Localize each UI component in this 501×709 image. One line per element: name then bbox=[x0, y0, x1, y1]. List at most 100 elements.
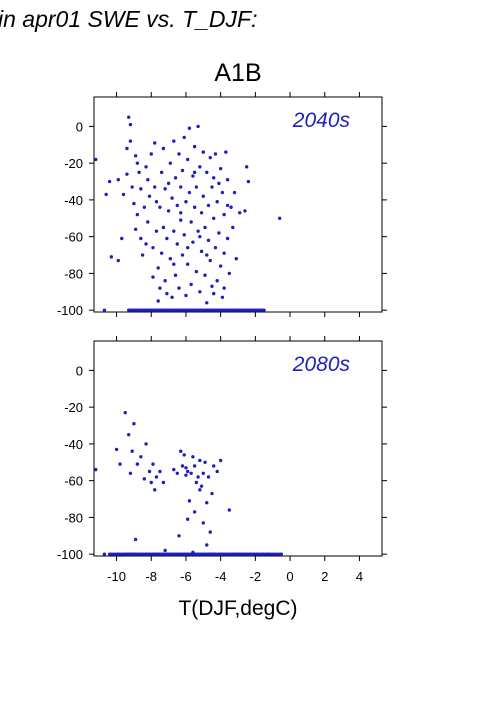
data-point bbox=[208, 530, 212, 534]
y-tick-label: -40 bbox=[64, 437, 83, 452]
data-point bbox=[184, 293, 188, 298]
data-point bbox=[196, 475, 200, 479]
data-point bbox=[198, 290, 202, 294]
data-point bbox=[194, 480, 199, 485]
data-point bbox=[238, 211, 242, 215]
data-point bbox=[210, 491, 214, 496]
data-point bbox=[142, 205, 147, 209]
data-point bbox=[208, 155, 212, 160]
y-tick-label: -80 bbox=[64, 266, 83, 281]
data-point bbox=[166, 209, 171, 213]
data-point bbox=[172, 262, 176, 266]
data-point bbox=[126, 115, 131, 119]
data-point bbox=[185, 517, 190, 521]
data-point bbox=[234, 257, 238, 261]
data-point bbox=[139, 236, 143, 241]
data-point bbox=[215, 200, 219, 204]
data-point bbox=[212, 216, 216, 220]
data-point bbox=[182, 135, 186, 140]
data-point bbox=[118, 462, 122, 466]
data-point bbox=[215, 279, 219, 283]
data-point bbox=[114, 447, 119, 452]
data-point bbox=[147, 469, 152, 474]
data-point bbox=[185, 245, 190, 250]
data-point bbox=[215, 469, 219, 474]
y-tick-label: -20 bbox=[64, 156, 83, 171]
data-point bbox=[163, 187, 167, 191]
data-point bbox=[126, 433, 131, 437]
y-tick-label: 0 bbox=[76, 363, 83, 378]
y-tick-label: -60 bbox=[64, 474, 83, 489]
data-point bbox=[125, 146, 129, 151]
data-point bbox=[212, 464, 216, 468]
data-point bbox=[206, 203, 211, 208]
data-point bbox=[220, 295, 225, 299]
data-point bbox=[156, 299, 160, 303]
data-point bbox=[196, 124, 200, 129]
data-point bbox=[175, 471, 179, 476]
data-point bbox=[179, 185, 183, 189]
data-point-floor bbox=[102, 552, 107, 556]
data-point bbox=[154, 475, 159, 479]
data-point-floor bbox=[102, 308, 107, 312]
data-point bbox=[166, 181, 171, 186]
data-point bbox=[158, 205, 162, 209]
data-point bbox=[153, 488, 157, 492]
data-point bbox=[139, 187, 143, 191]
data-point bbox=[203, 460, 207, 464]
data-point bbox=[128, 139, 133, 143]
data-point bbox=[198, 458, 202, 463]
data-point bbox=[175, 242, 179, 246]
y-tick-label: -20 bbox=[64, 400, 83, 415]
data-point bbox=[231, 225, 235, 230]
data-point bbox=[161, 225, 166, 230]
data-point bbox=[213, 245, 218, 250]
data-point bbox=[163, 279, 167, 283]
data-point bbox=[222, 212, 226, 217]
x-tick-label: -6 bbox=[180, 569, 192, 584]
data-point bbox=[220, 190, 225, 195]
data-point bbox=[180, 464, 185, 468]
data-point bbox=[168, 257, 173, 261]
data-point bbox=[184, 473, 188, 477]
data-point bbox=[104, 192, 108, 197]
data-point bbox=[144, 242, 148, 246]
data-point bbox=[172, 139, 176, 143]
panel-label: 2080s bbox=[292, 353, 351, 376]
data-point bbox=[154, 200, 159, 204]
data-point bbox=[133, 154, 138, 158]
data-point bbox=[170, 295, 174, 299]
data-point bbox=[212, 291, 216, 296]
data-point bbox=[194, 269, 199, 274]
data-point bbox=[201, 471, 206, 476]
data-point bbox=[225, 177, 230, 182]
data-point bbox=[144, 442, 148, 446]
data-point bbox=[196, 229, 200, 233]
data-point bbox=[120, 236, 124, 241]
data-point bbox=[198, 488, 202, 492]
scatter-panel-2040s: 0 -20 -40 -60 -80 -100 2040s bbox=[57, 92, 387, 318]
x-tick-label: -4 bbox=[215, 569, 227, 584]
data-point bbox=[227, 508, 232, 512]
data-point bbox=[213, 152, 218, 156]
y-tick-label: -80 bbox=[64, 510, 83, 525]
data-point bbox=[187, 190, 192, 195]
x-tick-label: -10 bbox=[107, 569, 126, 584]
data-point bbox=[125, 172, 129, 176]
data-point bbox=[153, 141, 157, 145]
data-point bbox=[191, 174, 195, 178]
data-point bbox=[140, 253, 145, 257]
x-tick-label: -2 bbox=[250, 569, 262, 584]
data-point bbox=[159, 251, 164, 255]
data-point bbox=[217, 181, 221, 186]
data-point bbox=[179, 218, 183, 222]
data-point bbox=[168, 161, 173, 165]
data-point bbox=[179, 211, 183, 215]
data-point bbox=[144, 165, 148, 169]
data-point bbox=[116, 177, 120, 182]
x-tick-label: 2 bbox=[321, 569, 328, 584]
data-point bbox=[205, 501, 209, 505]
data-point bbox=[151, 245, 155, 250]
